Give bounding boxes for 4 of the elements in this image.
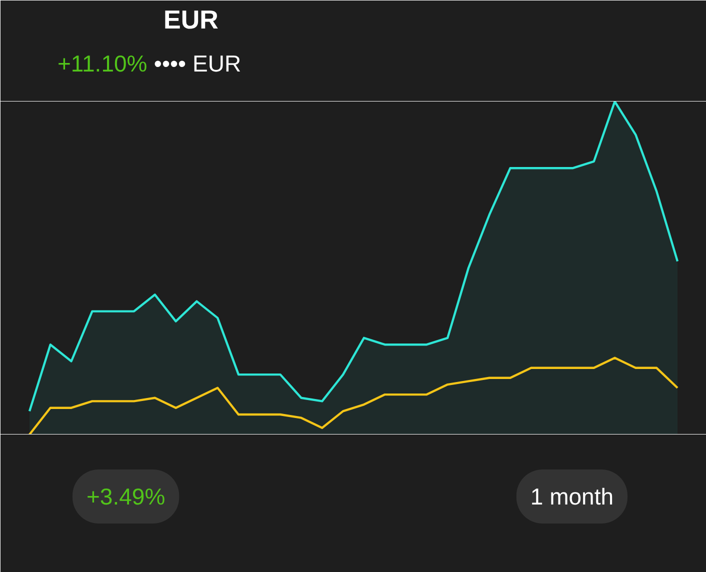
text: 1 month (530, 484, 614, 510)
text: +3.49% (86, 484, 166, 510)
chart-title: EUR (164, 4, 219, 34)
chart-subtitle: +11.10% •••• EUR (58, 50, 242, 76)
